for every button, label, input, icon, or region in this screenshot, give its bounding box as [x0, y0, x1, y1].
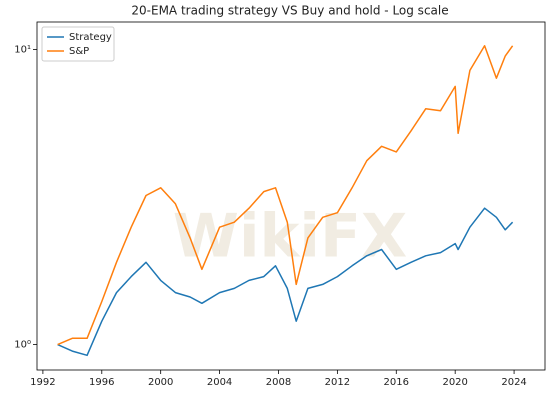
y-tick-label: 10⁰: [14, 340, 31, 351]
series-line: [57, 45, 514, 346]
legend-label: Strategy: [69, 32, 112, 43]
plot-frame: [36, 21, 546, 371]
legend-box: [41, 26, 115, 62]
x-tick-label: 1992: [30, 377, 55, 388]
x-tick-label: 2000: [148, 377, 173, 388]
legend-label: S&P: [69, 46, 89, 57]
x-tick-label: 2004: [207, 377, 232, 388]
chart-title: 20-EMA trading strategy VS Buy and hold …: [131, 4, 448, 18]
y-tick-label: 10¹: [14, 45, 31, 56]
x-tick-label: 1996: [89, 377, 114, 388]
x-tick-label: 2012: [325, 377, 350, 388]
x-tick-label: 2008: [266, 377, 291, 388]
x-tick-label: 2024: [501, 377, 526, 388]
x-tick-label: 2020: [442, 377, 467, 388]
x-tick-label: 2016: [384, 377, 409, 388]
series-line: [57, 207, 514, 357]
